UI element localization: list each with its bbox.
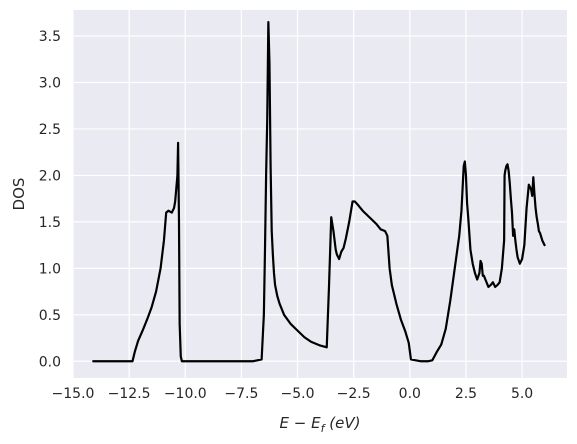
x-tick-label: −12.5 — [108, 386, 151, 402]
x-tick-label: −15.0 — [52, 386, 95, 402]
x-tick-labels: −15.0 −12.5 −10.0 −7.5 −5.0 −2.5 0.0 2.5 5.0 — [52, 386, 534, 402]
y-tick-label: 3.0 — [39, 75, 61, 91]
y-axis-label: DOS — [10, 178, 28, 211]
y-tick-label: 1.5 — [39, 215, 61, 231]
y-tick-label: 0.0 — [39, 354, 61, 370]
y-tick-label: 0.5 — [39, 308, 61, 324]
x-tick-label: 5.0 — [511, 386, 533, 402]
x-tick-label: −7.5 — [224, 386, 258, 402]
x-axis-label-main: E − E — [280, 414, 322, 432]
y-tick-label: 3.5 — [39, 29, 61, 45]
x-tick-label: −10.0 — [164, 386, 207, 402]
x-tick-label: −5.0 — [281, 386, 315, 402]
x-tick-label: −2.5 — [337, 386, 371, 402]
x-axis-label: E − Ef (eV) — [280, 414, 361, 435]
x-tick-label: 0.0 — [399, 386, 421, 402]
y-tick-label: 1.0 — [39, 261, 61, 277]
y-tick-label: 2.5 — [39, 122, 61, 138]
series-layer — [92, 20, 546, 363]
grid — [72, 10, 567, 378]
x-axis-label-unit: (eV) — [324, 414, 360, 432]
x-tick-label: 2.5 — [455, 386, 477, 402]
y-tick-labels: 0.0 0.5 1.0 1.5 2.0 2.5 3.0 3.5 — [39, 29, 61, 370]
x-axis-label-sub: f — [321, 422, 327, 435]
dos-series-line — [92, 20, 546, 363]
y-tick-label: 2.0 — [39, 168, 61, 184]
plot-background — [73, 10, 567, 378]
